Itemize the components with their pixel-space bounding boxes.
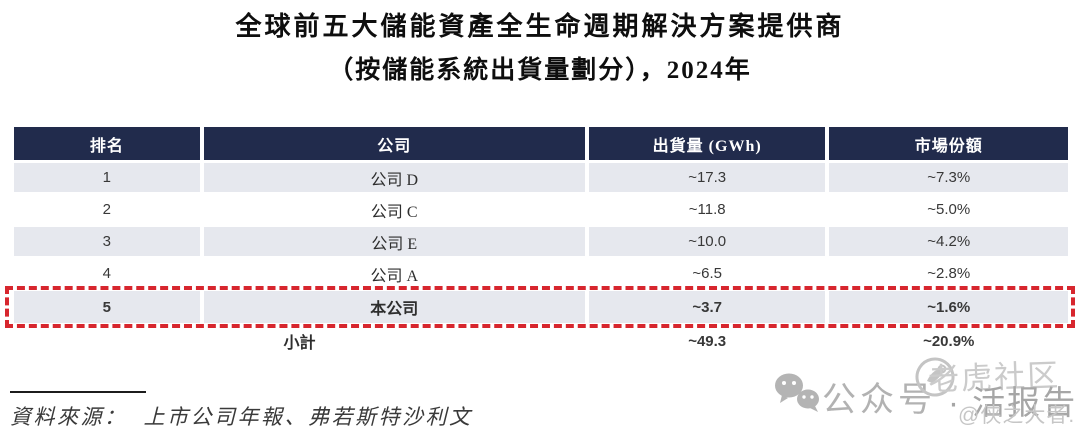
- table-cell-share: ~1.6%: [829, 291, 1068, 323]
- table-cell-rank: 2: [102, 201, 111, 218]
- table-cell-company: 公司 D: [203, 163, 585, 192]
- column-header-share: 市場份額: [829, 127, 1068, 160]
- table-cell-rank: 5: [14, 291, 200, 323]
- column-header-shipment: 出貨量 (GWh): [588, 127, 826, 160]
- table-cell-rank: 3: [14, 227, 200, 256]
- source-divider-line: [10, 391, 146, 393]
- watermark-handle: @侠之大者.: [958, 404, 1076, 427]
- watermark-account-name: · 活报告: [948, 384, 1078, 421]
- source-note: 資料來源： 上市公司年報、弗若斯特沙利文: [10, 401, 473, 431]
- table-cell-shipment: ~11.8: [688, 201, 726, 218]
- table-cell-company: 本公司: [203, 291, 585, 323]
- watermark-wechat-label: 公众号: [822, 381, 936, 419]
- source-label: 資料來源：: [10, 405, 128, 429]
- account-logo-icon: [912, 355, 958, 406]
- table-cell-share: ~7.3%: [829, 163, 1068, 192]
- page-subtitle: （按儲能系統出貨量劃分），2024年: [328, 57, 752, 84]
- watermark-separator: ·: [948, 384, 961, 421]
- table-cell-rank: 1: [14, 163, 200, 192]
- ranking-table: 排名 公司 出貨量 (GWh) 市場份額 1 公司 D ~17.3 ~7.3% …: [14, 127, 1068, 356]
- table-cell-company: 公司 C: [370, 203, 418, 221]
- column-header-rank: 排名: [14, 127, 200, 160]
- table-cell-shipment: ~10.0: [588, 227, 826, 256]
- table-cell-share: ~4.2%: [829, 227, 1068, 256]
- table-cell-rank: 4: [102, 265, 111, 282]
- source-text: 上市公司年報、弗若斯特沙利文: [143, 405, 473, 429]
- table-cell-shipment: ~3.7: [588, 291, 826, 323]
- wechat-icon: [773, 371, 821, 418]
- table-cell-share: ~2.8%: [927, 265, 971, 282]
- watermark-community: 老虎社区: [927, 357, 1061, 398]
- table-cell-company: 公司 E: [203, 227, 585, 256]
- subtotal-label: 小計: [283, 335, 316, 352]
- column-header-company: 公司: [203, 127, 585, 160]
- subtotal-share: ~20.9%: [923, 332, 975, 350]
- table-cell-shipment: ~17.3: [588, 163, 826, 192]
- subtotal-shipment: ~49.3: [688, 332, 727, 350]
- page-title: 全球前五大儲能資產全生命週期解決方案提供商: [235, 12, 845, 41]
- table-cell-company: 公司 A: [370, 267, 419, 285]
- table-cell-shipment: ~6.5: [692, 265, 722, 282]
- table-cell-share: ~5.0%: [927, 201, 971, 218]
